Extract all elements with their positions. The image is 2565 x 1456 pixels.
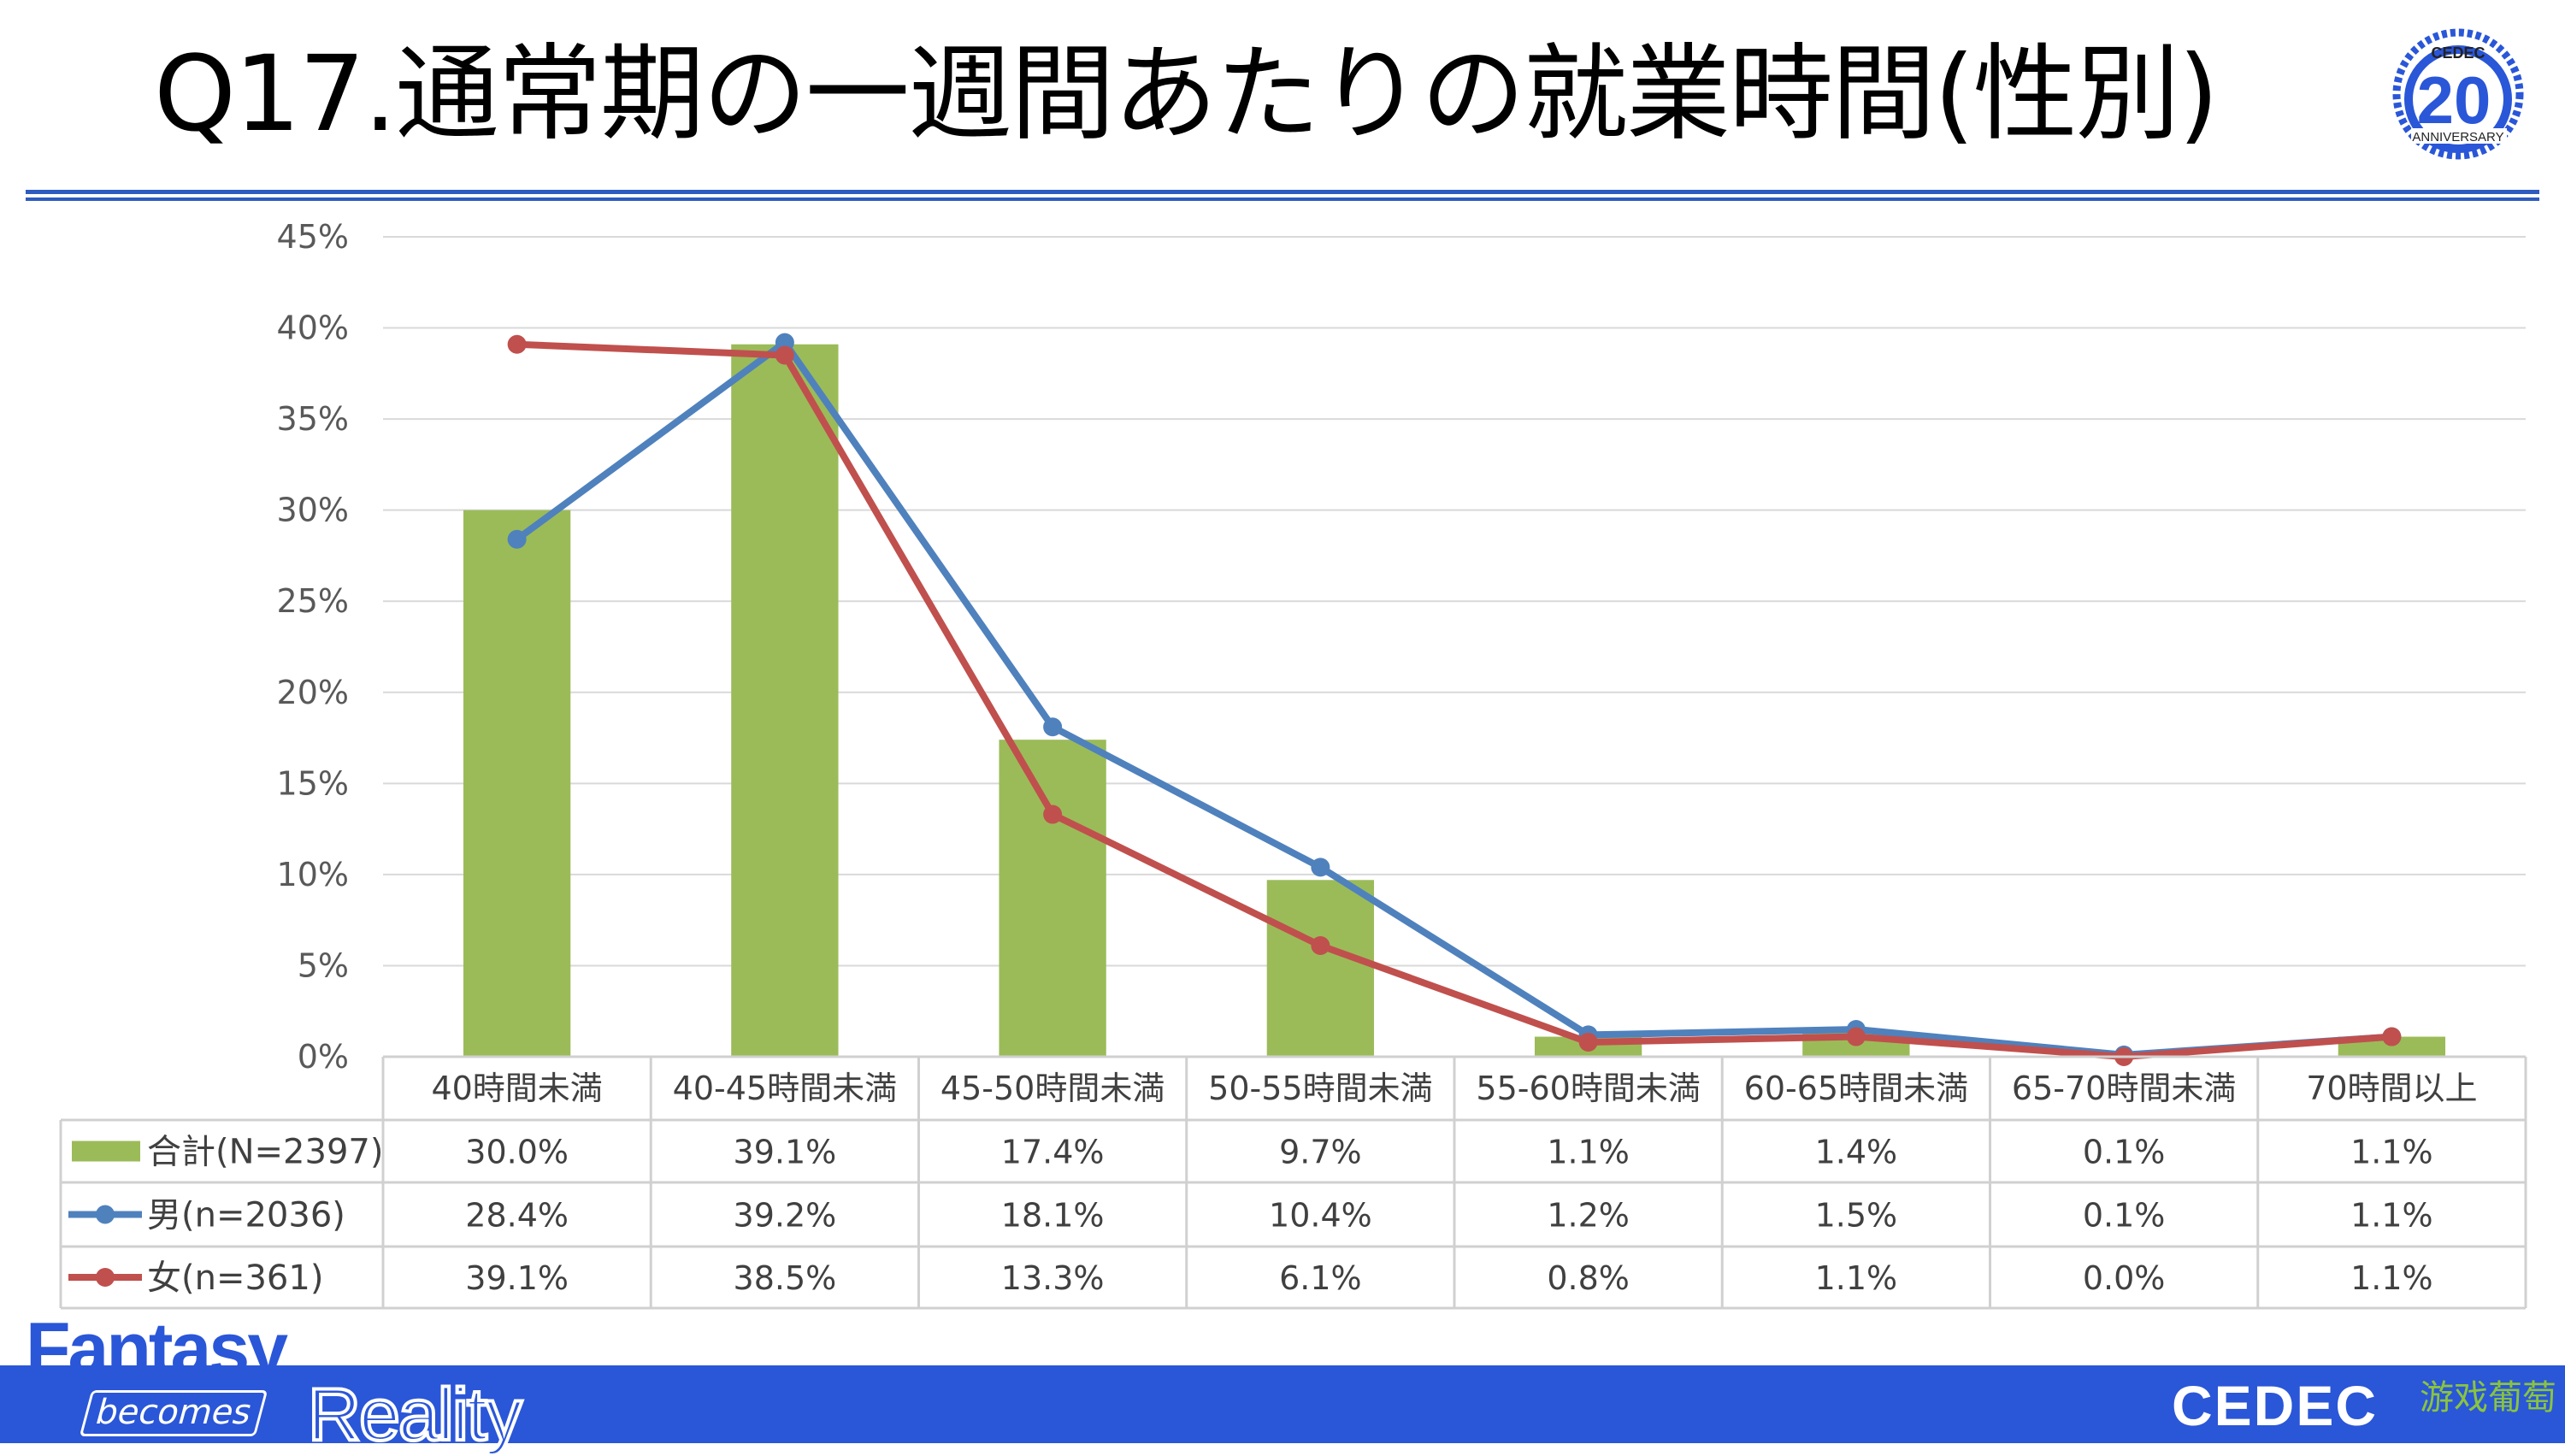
table-cell-value: 13.3% — [1001, 1259, 1105, 1297]
y-tick-label: 35% — [277, 400, 349, 438]
svg-text:ANNIVERSARY: ANNIVERSARY — [2412, 130, 2503, 144]
table-cell-value: 1.2% — [1547, 1197, 1630, 1235]
table-cell-value: 30.0% — [465, 1134, 569, 1171]
data-point — [507, 529, 527, 549]
fantasy-logo-text: Fantasy — [26, 1308, 288, 1390]
reality-logo-text: Reality — [306, 1374, 524, 1456]
series-line — [516, 340, 2392, 1060]
y-tick-label: 40% — [277, 309, 349, 347]
watermark: 游戏葡萄 — [2420, 1378, 2556, 1418]
category-label: 45-50時間未満 — [940, 1070, 1165, 1107]
table-cell-value: 39.1% — [465, 1259, 569, 1297]
bar — [999, 740, 1106, 1057]
bar — [731, 344, 839, 1057]
table-cell-value: 1.1% — [2350, 1197, 2433, 1235]
y-tick-label: 20% — [277, 674, 349, 711]
bar — [463, 510, 571, 1057]
legend-label: 男(n=2036) — [147, 1196, 345, 1235]
table-cell-value: 39.2% — [734, 1197, 837, 1235]
legend-key-marker — [96, 1205, 115, 1224]
table-cell-value: 38.5% — [734, 1259, 837, 1297]
legend-key-bar — [72, 1141, 140, 1162]
data-point — [1311, 936, 1330, 956]
table-cell-value: 17.4% — [1001, 1134, 1105, 1171]
title-divider — [26, 197, 2539, 201]
category-label: 40時間未満 — [431, 1070, 602, 1107]
table-cell-value: 6.1% — [1279, 1259, 1362, 1297]
table-cell-value: 0.8% — [1547, 1259, 1630, 1297]
data-point — [1043, 717, 1063, 737]
data-point — [1311, 858, 1330, 877]
title-divider — [26, 190, 2539, 194]
table-cell-value: 10.4% — [1269, 1197, 1372, 1235]
table-cell-value: 9.7% — [1279, 1134, 1362, 1171]
table-cell-value: 1.1% — [1815, 1259, 1898, 1297]
legend-label: 女(n=361) — [147, 1259, 323, 1298]
category-label: 70時間以上 — [2306, 1070, 2477, 1107]
category-label: 50-55時間未満 — [1208, 1070, 1432, 1107]
table-cell-value: 0.1% — [2083, 1197, 2166, 1235]
data-point — [507, 334, 527, 354]
legend-key-marker — [96, 1268, 115, 1287]
becomes-logo-text: becomes — [79, 1390, 268, 1436]
data-point — [2382, 1027, 2402, 1046]
y-tick-label: 30% — [277, 492, 349, 529]
y-tick-label: 0% — [298, 1038, 349, 1076]
table-cell-value: 1.1% — [2350, 1134, 2433, 1171]
table-cell-value: 18.1% — [1001, 1197, 1105, 1235]
y-tick-label: 15% — [277, 764, 349, 802]
y-tick-label: 45% — [277, 218, 349, 256]
data-point — [1846, 1027, 1866, 1046]
cedec-20th-logo: CEDEC 20 ANNIVERSARY — [2392, 28, 2524, 160]
category-label: 55-60時間未満 — [1476, 1070, 1700, 1107]
category-label: 60-65時間未満 — [1744, 1070, 1968, 1107]
cedec-logo: CEDEC — [2172, 1374, 2379, 1437]
page-title: Q17.通常期の一週間あたりの就業時間(性別) — [154, 33, 2219, 155]
category-label: 40-45時間未満 — [673, 1070, 897, 1107]
legend-label: 合計(N=2397) — [147, 1133, 383, 1172]
table-cell-value: 1.1% — [1547, 1134, 1630, 1171]
y-tick-label: 25% — [277, 582, 349, 620]
svg-text:CEDEC: CEDEC — [2431, 44, 2485, 62]
chart: 0% 5% 10% 15% 20% 25% 30% 35% 40% 45% 40時間未満 40-45時… — [59, 218, 2527, 1310]
svg-text:20: 20 — [2417, 62, 2491, 138]
table-cell-value: 1.5% — [1815, 1197, 1898, 1235]
bar — [1266, 880, 1375, 1057]
data-point — [1043, 805, 1063, 824]
data-point — [775, 345, 794, 365]
table-cell-value: 28.4% — [465, 1197, 569, 1235]
category-label: 65-70時間未満 — [2012, 1070, 2236, 1107]
y-tick-label: 10% — [277, 856, 349, 893]
table-cell-value: 0.1% — [2083, 1134, 2166, 1171]
data-point — [1578, 1032, 1598, 1052]
table-cell-value: 39.1% — [734, 1134, 837, 1171]
y-tick-label: 5% — [298, 946, 349, 984]
table-cell-value: 1.1% — [2350, 1259, 2433, 1297]
footer-bar — [0, 1365, 2565, 1443]
table-cell-value: 0.0% — [2083, 1259, 2166, 1297]
table-cell-value: 1.4% — [1815, 1134, 1898, 1171]
